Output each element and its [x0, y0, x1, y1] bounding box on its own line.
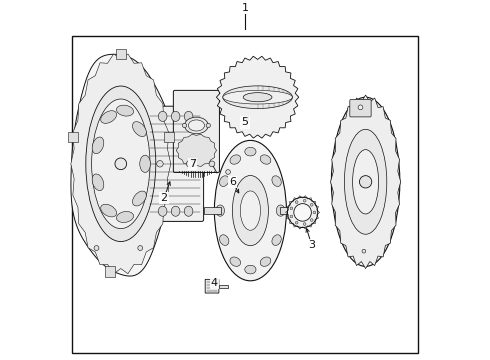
Ellipse shape: [86, 86, 156, 242]
Ellipse shape: [184, 206, 193, 216]
Circle shape: [295, 201, 298, 203]
Ellipse shape: [92, 99, 150, 229]
Circle shape: [360, 176, 372, 188]
Ellipse shape: [220, 235, 229, 246]
Ellipse shape: [132, 191, 147, 206]
Ellipse shape: [230, 257, 241, 266]
Circle shape: [362, 249, 366, 253]
Ellipse shape: [243, 93, 272, 102]
Circle shape: [115, 158, 126, 170]
Circle shape: [157, 161, 163, 167]
Circle shape: [206, 123, 210, 128]
Ellipse shape: [260, 257, 271, 266]
Circle shape: [290, 215, 293, 218]
Circle shape: [295, 221, 298, 224]
Circle shape: [310, 219, 313, 221]
Ellipse shape: [158, 111, 167, 121]
Ellipse shape: [132, 122, 147, 136]
FancyBboxPatch shape: [146, 106, 204, 221]
Ellipse shape: [230, 155, 241, 164]
Ellipse shape: [215, 140, 286, 281]
Circle shape: [209, 161, 215, 167]
Ellipse shape: [272, 235, 281, 246]
FancyBboxPatch shape: [173, 90, 220, 172]
Ellipse shape: [223, 90, 293, 104]
Ellipse shape: [92, 137, 104, 154]
Text: 5: 5: [242, 117, 248, 127]
Circle shape: [303, 223, 306, 225]
Text: 2: 2: [160, 193, 168, 203]
Ellipse shape: [240, 191, 261, 230]
FancyBboxPatch shape: [164, 131, 174, 141]
Ellipse shape: [158, 206, 167, 216]
Circle shape: [290, 207, 293, 210]
FancyBboxPatch shape: [205, 279, 219, 293]
Circle shape: [288, 197, 318, 228]
Ellipse shape: [216, 205, 224, 216]
Ellipse shape: [101, 204, 117, 217]
Polygon shape: [176, 134, 217, 167]
Ellipse shape: [272, 176, 281, 186]
Ellipse shape: [185, 117, 208, 134]
Ellipse shape: [223, 86, 293, 109]
Bar: [72, 36, 418, 353]
Ellipse shape: [140, 155, 150, 172]
Ellipse shape: [220, 176, 229, 186]
Bar: [219, 285, 228, 288]
FancyBboxPatch shape: [68, 132, 78, 143]
FancyBboxPatch shape: [116, 49, 126, 59]
Ellipse shape: [184, 111, 193, 121]
Ellipse shape: [276, 205, 285, 216]
Circle shape: [358, 105, 363, 110]
Text: 3: 3: [308, 240, 315, 250]
Ellipse shape: [92, 174, 104, 190]
Polygon shape: [71, 54, 172, 276]
Ellipse shape: [188, 120, 204, 131]
Circle shape: [313, 211, 316, 214]
FancyBboxPatch shape: [350, 99, 371, 117]
Circle shape: [303, 199, 306, 202]
Ellipse shape: [331, 97, 400, 266]
Ellipse shape: [245, 265, 256, 274]
Ellipse shape: [232, 175, 269, 246]
Circle shape: [182, 123, 187, 128]
Polygon shape: [71, 54, 171, 274]
Ellipse shape: [117, 212, 134, 222]
Circle shape: [294, 204, 311, 221]
Bar: [204, 207, 221, 214]
Ellipse shape: [344, 129, 387, 234]
Polygon shape: [217, 56, 299, 138]
Ellipse shape: [245, 147, 256, 156]
Bar: [280, 207, 297, 214]
Ellipse shape: [101, 111, 117, 123]
Circle shape: [138, 246, 143, 251]
Circle shape: [226, 170, 230, 174]
Ellipse shape: [260, 155, 271, 164]
Text: 7: 7: [189, 159, 196, 169]
Text: 4: 4: [211, 278, 218, 288]
FancyBboxPatch shape: [105, 266, 115, 276]
Ellipse shape: [117, 105, 134, 116]
Circle shape: [94, 246, 99, 251]
Ellipse shape: [353, 150, 379, 214]
Ellipse shape: [172, 206, 180, 216]
Circle shape: [186, 161, 193, 167]
Circle shape: [310, 203, 313, 206]
Text: 6: 6: [229, 177, 236, 187]
Ellipse shape: [172, 111, 180, 121]
Polygon shape: [331, 95, 401, 269]
Text: 1: 1: [242, 3, 248, 13]
